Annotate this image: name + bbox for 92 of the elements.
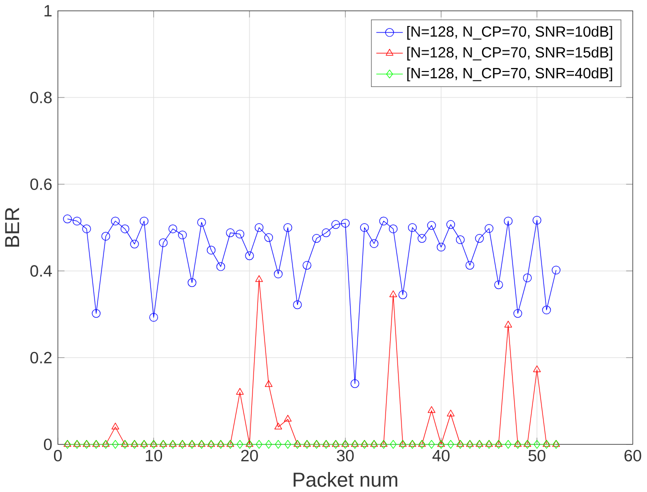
y-tick-label: 0.4	[30, 265, 52, 277]
point	[256, 440, 262, 449]
point	[446, 220, 456, 229]
y-tick-label: 1	[44, 5, 52, 16]
point	[475, 234, 484, 243]
point	[504, 320, 512, 328]
point	[370, 239, 378, 248]
point	[255, 275, 263, 282]
x-axis-title: Packet num	[294, 472, 398, 487]
x-tick-label: 0	[54, 450, 62, 462]
point	[120, 224, 130, 234]
point	[236, 388, 244, 395]
point	[130, 240, 139, 248]
point	[398, 290, 408, 300]
point	[447, 440, 454, 449]
point	[72, 216, 82, 226]
point	[302, 260, 312, 270]
point	[312, 234, 321, 243]
point	[532, 216, 542, 225]
point	[428, 406, 436, 413]
point	[188, 278, 196, 287]
legend-label: [N=128, N_CP=70, SNR=15dB]	[407, 46, 612, 60]
x-tick-label: 20	[241, 450, 258, 462]
point	[178, 230, 187, 240]
point	[340, 218, 350, 228]
point	[494, 280, 503, 290]
point	[427, 221, 436, 230]
point	[504, 440, 512, 449]
point	[92, 309, 101, 318]
point	[533, 365, 541, 372]
point	[264, 233, 273, 242]
x-tick-label: 60	[624, 450, 642, 462]
point	[331, 220, 340, 229]
point	[216, 262, 226, 271]
point	[534, 440, 540, 449]
y-tick-label: 0	[44, 438, 52, 450]
y-axis-title: BER	[5, 208, 20, 247]
point	[168, 224, 178, 234]
point	[245, 251, 254, 260]
point	[418, 234, 426, 243]
point	[226, 228, 235, 238]
y-tick-label: 0.6	[30, 178, 52, 190]
point	[206, 246, 216, 254]
point	[197, 218, 206, 227]
point	[523, 274, 532, 282]
point	[265, 440, 272, 449]
point	[456, 235, 465, 244]
point	[82, 224, 91, 234]
point	[388, 224, 398, 234]
point	[513, 309, 522, 318]
point	[322, 228, 330, 238]
point	[274, 440, 282, 449]
point	[274, 270, 283, 278]
point	[408, 223, 417, 232]
point	[274, 422, 282, 430]
legend-label: [N=128, N_CP=70, SNR=40dB]	[407, 67, 612, 82]
y-tick-label: 0.8	[30, 92, 52, 104]
point	[254, 223, 264, 232]
point	[484, 224, 494, 233]
legend-label: [N=128, N_CP=70, SNR=10dB]	[407, 26, 612, 40]
point	[446, 410, 455, 416]
point	[112, 440, 119, 449]
point	[63, 214, 72, 224]
point	[552, 266, 560, 274]
point	[542, 306, 551, 314]
point	[389, 290, 398, 298]
point	[111, 216, 120, 226]
point	[158, 238, 168, 248]
point	[390, 440, 397, 449]
x-tick-label: 30	[336, 450, 354, 462]
point	[264, 380, 272, 387]
x-tick-label: 40	[432, 450, 450, 462]
x-tick-label: 10	[146, 450, 162, 462]
point	[284, 440, 292, 449]
point	[466, 260, 474, 270]
point	[350, 379, 360, 388]
point	[428, 440, 435, 449]
point	[504, 216, 513, 226]
point	[236, 440, 244, 449]
y-tick-label: 0.2	[30, 352, 52, 364]
point	[379, 216, 388, 226]
point	[149, 312, 158, 322]
point	[360, 223, 369, 232]
point	[112, 422, 120, 430]
point	[293, 300, 302, 310]
point	[436, 242, 446, 252]
point	[140, 216, 148, 226]
x-tick-label: 50	[528, 450, 546, 462]
point	[283, 223, 292, 232]
point	[284, 414, 292, 422]
point	[101, 232, 110, 241]
point	[236, 230, 244, 238]
